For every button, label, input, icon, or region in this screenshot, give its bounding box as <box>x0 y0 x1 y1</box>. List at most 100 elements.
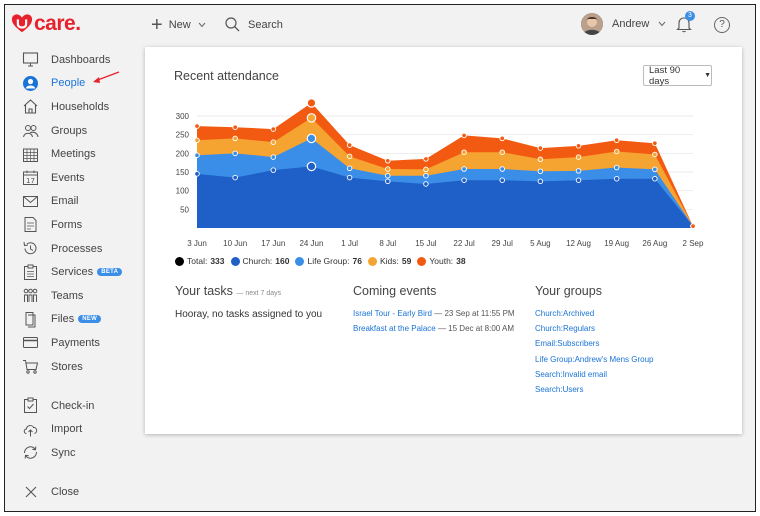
data-point <box>232 124 238 130</box>
data-point <box>423 172 429 179</box>
data-point <box>613 148 620 155</box>
red-arrow-annotation-icon <box>93 71 120 83</box>
tasks-title: Your tasks <box>175 284 233 298</box>
search-button[interactable]: Search <box>225 17 283 32</box>
data-point <box>499 166 505 172</box>
data-point <box>423 156 429 162</box>
event-link[interactable]: Israel Tour - Early Bird <box>353 309 432 318</box>
form-icon <box>22 216 39 233</box>
data-point <box>461 149 467 155</box>
sidebar-item-label: Import <box>51 423 83 436</box>
data-point <box>346 174 353 181</box>
sidebar-item-dashboards[interactable]: Dashboards <box>5 48 129 72</box>
chevron-down-icon <box>198 22 206 28</box>
sidebar-item-email[interactable]: Email <box>5 190 129 214</box>
help-button[interactable]: ? <box>714 17 730 33</box>
x-tick-label: 8 Jul <box>379 239 396 248</box>
x-tick-label: 24 Jun <box>299 239 323 248</box>
sidebar-item-meetings[interactable]: Meetings <box>5 142 129 166</box>
legend-item[interactable]: Church: 160 <box>230 256 289 266</box>
secondary-nav: Check-in Import Sync <box>5 394 129 465</box>
sidebar-item-households[interactable]: Households <box>5 95 129 119</box>
new-menu-button[interactable]: + New <box>151 15 206 35</box>
group-link[interactable]: Search:Users <box>535 385 584 394</box>
sidebar-item-forms[interactable]: Forms <box>5 213 129 237</box>
sidebar-item-teams[interactable]: Teams <box>5 284 129 308</box>
close-nav-button[interactable]: Close <box>5 480 129 504</box>
sidebar-item-label: Meetings <box>51 148 96 161</box>
sidebar-item-sync[interactable]: Sync <box>5 441 129 465</box>
group-item: Search:Users <box>535 385 583 394</box>
cart-icon <box>22 358 39 375</box>
data-point <box>306 98 317 108</box>
y-tick-label: 250 <box>176 131 190 140</box>
data-point <box>346 153 353 160</box>
event-link[interactable]: Breakfast at the Palace <box>353 324 436 333</box>
search-icon <box>225 17 240 32</box>
group-link[interactable]: Church:Regulars <box>535 324 596 334</box>
data-point <box>575 154 582 160</box>
data-point <box>385 166 391 172</box>
sidebar-item-events[interactable]: 17 Events <box>5 166 129 190</box>
brand-name: care. <box>34 12 81 35</box>
y-tick-label: 100 <box>176 187 190 196</box>
x-tick-label: 26 Aug <box>642 239 667 248</box>
data-point <box>270 139 277 145</box>
legend-item[interactable]: Life Group: 76 <box>295 256 362 266</box>
sidebar-item-payments[interactable]: Payments <box>5 331 129 355</box>
x-tick-label: 5 Aug <box>530 239 550 248</box>
app-window: care. Dashboards People Households Groups Me… <box>4 4 756 512</box>
legend-label: Life Group: <box>307 256 350 266</box>
y-tick-label: 300 <box>176 112 190 121</box>
data-point <box>461 166 467 172</box>
monitor-icon <box>22 51 39 68</box>
house-icon <box>22 98 39 115</box>
group-link[interactable]: Church:Archived <box>535 309 595 318</box>
close-nav-label: Close <box>51 485 80 498</box>
chevron-down-icon <box>658 21 666 27</box>
data-point <box>575 168 582 174</box>
group-link[interactable]: Search:Invalid email <box>535 369 608 379</box>
data-point <box>423 166 429 173</box>
sidebar-item-files[interactable]: Files NEW <box>5 308 129 332</box>
legend-item[interactable]: Youth: 38 <box>417 256 466 266</box>
data-point <box>537 156 544 163</box>
sidebar-item-badge: BETA <box>97 268 123 277</box>
sidebar-item-stores[interactable]: Stores <box>5 355 129 379</box>
sidebar-item-label: Email <box>51 195 79 208</box>
data-point <box>306 161 317 172</box>
history-icon <box>22 240 39 257</box>
sidebar-item-services[interactable]: Services BETA <box>5 260 129 284</box>
data-point <box>499 149 505 155</box>
date-range-select[interactable]: Last 90 days ▼ <box>643 65 712 87</box>
tasks-subtitle: — next 7 days <box>236 290 282 297</box>
user-menu[interactable]: Andrew <box>581 13 666 35</box>
logo[interactable]: care. <box>11 11 81 37</box>
data-point <box>690 223 696 229</box>
event-item: Breakfast at the Palace — 15 Dec at 8:00… <box>353 324 514 333</box>
sidebar-item-check-in[interactable]: Check-in <box>5 394 129 418</box>
legend-value: 59 <box>401 256 412 266</box>
cloud-upload-icon <box>22 421 39 438</box>
data-point <box>461 177 467 183</box>
avatar <box>581 13 603 35</box>
close-icon <box>22 483 39 500</box>
sidebar: care. Dashboards People Households Groups Me… <box>5 5 129 511</box>
event-date: — 15 Dec at 8:00 AM <box>437 324 514 333</box>
data-point <box>346 165 353 172</box>
sidebar-item-groups[interactable]: Groups <box>5 119 129 143</box>
data-point <box>232 150 238 157</box>
heart-logo-icon <box>11 14 33 33</box>
x-tick-label: 19 Aug <box>604 239 629 248</box>
group-link[interactable]: Email:Subscribers <box>535 339 600 349</box>
x-tick-label: 17 Jun <box>261 239 285 248</box>
group-link[interactable]: Life Group:Andrew's Mens Group <box>535 354 654 364</box>
sidebar-item-processes[interactable]: Processes <box>5 237 129 261</box>
data-point <box>385 172 391 179</box>
notifications-button[interactable]: 3 <box>675 11 695 35</box>
sidebar-item-import[interactable]: Import <box>5 418 129 442</box>
legend-item[interactable]: Total: 333 <box>175 256 225 266</box>
legend-item[interactable]: Kids: 59 <box>368 256 411 266</box>
sidebar-item-people[interactable]: People <box>5 72 129 96</box>
legend-value: 38 <box>456 256 466 266</box>
